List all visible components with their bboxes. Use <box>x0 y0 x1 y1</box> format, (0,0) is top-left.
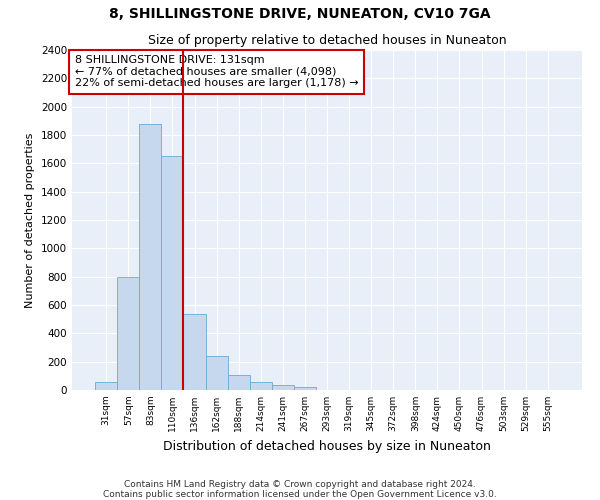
Bar <box>206 356 227 390</box>
Text: 8 SHILLINGSTONE DRIVE: 131sqm
← 77% of detached houses are smaller (4,098)
22% o: 8 SHILLINGSTONE DRIVE: 131sqm ← 77% of d… <box>74 55 358 88</box>
Bar <box>294 387 316 390</box>
Bar <box>250 382 272 390</box>
Bar <box>184 314 206 390</box>
Y-axis label: Number of detached properties: Number of detached properties <box>25 132 35 308</box>
Bar <box>227 374 250 390</box>
Bar <box>95 382 117 390</box>
Bar <box>272 384 294 390</box>
Bar <box>161 156 184 390</box>
Bar <box>139 124 161 390</box>
Bar <box>117 276 139 390</box>
Text: 8, SHILLINGSTONE DRIVE, NUNEATON, CV10 7GA: 8, SHILLINGSTONE DRIVE, NUNEATON, CV10 7… <box>109 8 491 22</box>
Title: Size of property relative to detached houses in Nuneaton: Size of property relative to detached ho… <box>148 34 506 48</box>
X-axis label: Distribution of detached houses by size in Nuneaton: Distribution of detached houses by size … <box>163 440 491 452</box>
Text: Contains HM Land Registry data © Crown copyright and database right 2024.
Contai: Contains HM Land Registry data © Crown c… <box>103 480 497 499</box>
